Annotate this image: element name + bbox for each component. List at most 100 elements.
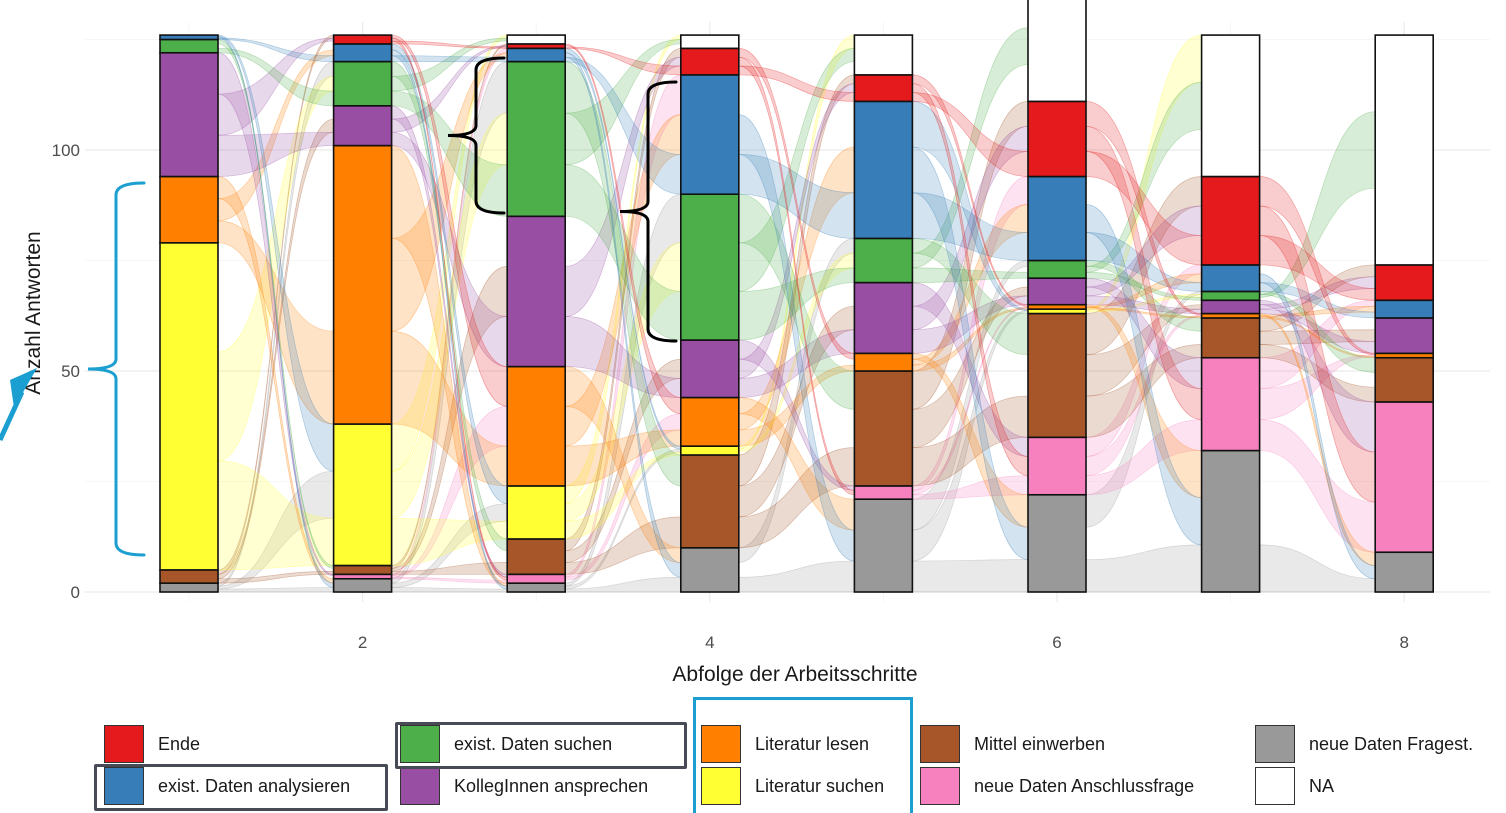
legend-label: KollegInnen ansprechen xyxy=(454,775,649,796)
y-tick-label: 0 xyxy=(71,583,80,602)
x-tick-label: 6 xyxy=(1052,633,1061,652)
bar-segment xyxy=(332,577,393,593)
bar-segment xyxy=(853,498,914,593)
legend-key-swatch xyxy=(1255,725,1295,763)
bar-segment xyxy=(1027,493,1087,593)
bar-segment xyxy=(679,193,740,341)
flow-band xyxy=(217,131,334,177)
bar-segment xyxy=(853,370,914,487)
flow-band xyxy=(1259,111,1376,298)
bar-segment xyxy=(506,365,567,487)
bar-segment xyxy=(506,215,567,368)
bar-segment xyxy=(159,34,219,41)
bar-segment xyxy=(1200,264,1261,293)
bar-segment xyxy=(853,485,914,500)
legend-item: neue Daten Fragest. xyxy=(1255,724,1473,764)
bar-segment xyxy=(853,237,914,284)
bar-segment xyxy=(332,34,393,45)
bar-segment xyxy=(506,60,567,218)
legend-key-swatch xyxy=(400,725,440,763)
bar-segment xyxy=(1200,290,1261,302)
bar-segment xyxy=(679,34,740,50)
bar-segment xyxy=(853,352,914,372)
bracket-black-2 xyxy=(619,80,678,343)
legend-label: neue Daten Fragest. xyxy=(1309,733,1474,754)
legend-item: KollegInnen ansprechen xyxy=(400,766,648,806)
bar-segment xyxy=(1027,436,1087,496)
legend-label: Literatur lesen xyxy=(755,733,870,754)
bar-segment xyxy=(332,60,393,107)
bar-segment xyxy=(1374,356,1434,403)
bar-segment xyxy=(1374,299,1434,319)
bar-segment xyxy=(332,564,393,576)
bar-segment xyxy=(1027,259,1087,279)
x-tick-label: 2 xyxy=(358,633,367,652)
bar-segment xyxy=(506,485,567,540)
bar-segment xyxy=(853,281,914,355)
legend-key-swatch xyxy=(1255,767,1295,805)
bar-segment xyxy=(853,100,914,240)
bar-segment xyxy=(332,144,393,425)
bar-segment xyxy=(159,51,219,178)
bar-segment xyxy=(1374,551,1434,593)
legend-key-swatch xyxy=(701,725,741,763)
bar-segment xyxy=(506,538,567,576)
flow-band xyxy=(912,559,1029,593)
bar-segment xyxy=(679,339,740,399)
bar-segment xyxy=(332,105,393,147)
bar-segment xyxy=(159,175,219,244)
bar-segment xyxy=(679,454,740,549)
x-tick-label: 4 xyxy=(705,633,714,652)
bar-segment xyxy=(1027,312,1087,439)
legend-key-swatch xyxy=(920,725,960,763)
bar-segment xyxy=(1200,356,1261,452)
flow-band xyxy=(217,460,334,571)
bar-segment xyxy=(506,573,567,584)
legend-label: NA xyxy=(1309,775,1335,796)
alluvial-chart: 2 4 6 8 0 50 100 Abfolge der Arbeitsschritte A… xyxy=(0,0,1490,686)
legend-item: Literatur suchen xyxy=(701,766,884,806)
legend-key-swatch xyxy=(104,725,144,763)
bar-segment xyxy=(506,47,567,63)
legend-key-swatch xyxy=(400,767,440,805)
bar-segment xyxy=(853,34,914,76)
bar-segment xyxy=(1027,0,1087,103)
highlight-box-exist-daten-analysieren xyxy=(94,764,388,811)
bar-segment xyxy=(506,582,567,593)
annotations xyxy=(0,56,678,557)
legend-label: neue Daten Anschlussfrage xyxy=(974,775,1195,796)
bar-segment xyxy=(159,582,219,593)
legend-label: Ende xyxy=(158,733,201,754)
flow-band xyxy=(1085,544,1202,593)
bar-segment xyxy=(159,569,219,584)
legend-item: Literatur lesen xyxy=(701,724,869,764)
bar-segment xyxy=(332,43,393,63)
bar-segment xyxy=(1200,175,1261,266)
legend-key-swatch xyxy=(701,767,741,805)
y-axis-title: Anzahl Antworten xyxy=(22,231,45,394)
highlight-box-exist-daten-suchen xyxy=(395,722,687,769)
legend-item: neue Daten Anschlussfrage xyxy=(920,766,1194,806)
bracket-blue xyxy=(87,181,146,557)
legend-item: exist. Daten suchen xyxy=(400,724,612,764)
bar-segment xyxy=(679,546,740,593)
bar-segment xyxy=(1200,299,1261,315)
flow-band xyxy=(217,587,334,593)
flow-layer xyxy=(217,27,1376,593)
flow-band xyxy=(217,571,334,584)
legend-item: Ende xyxy=(104,724,200,764)
bar-segment xyxy=(506,34,567,45)
bar-segment xyxy=(679,396,740,447)
bar-segment xyxy=(679,445,740,456)
arrow-shaft xyxy=(0,390,25,442)
tick-labels: 2 4 6 8 0 50 100 xyxy=(52,141,1409,652)
flow-band xyxy=(738,65,855,102)
bar-segment xyxy=(1200,317,1261,359)
bar-segment xyxy=(159,242,219,571)
flow-band xyxy=(391,587,508,593)
bar-segment xyxy=(1200,449,1261,593)
highlight-box-literatur xyxy=(693,697,913,813)
legend-key-swatch xyxy=(920,767,960,805)
bar-segment xyxy=(1374,317,1434,355)
flow-band xyxy=(738,560,855,593)
